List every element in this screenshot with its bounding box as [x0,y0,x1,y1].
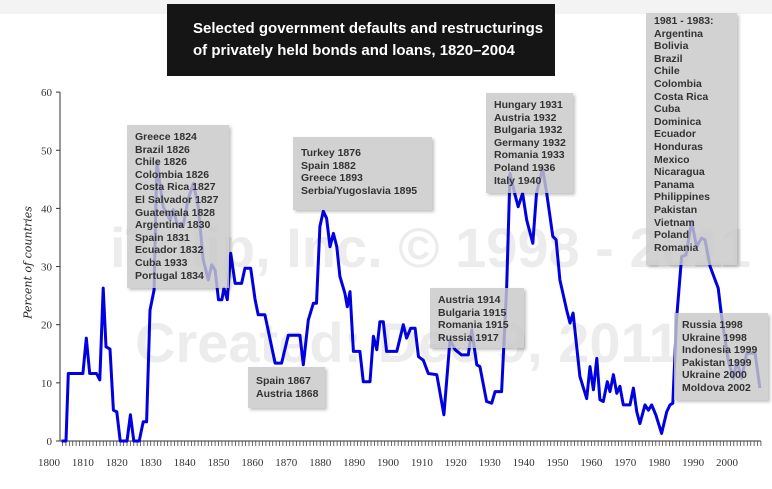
annotation-line: Chile [654,65,680,78]
annotation-line: Bolivia [654,40,689,53]
annotation-line: Mexico [654,153,690,166]
annotation-line: Greece 1893 [301,172,363,185]
annotation-line: Romania 1933 [494,149,565,162]
axes: 0 10 20 30 40 50 60 1800 1810 1820 1830 1840 1850 186… [38,87,762,469]
annotation-box-1930s: Hungary 1931 Austria 1932 Bulgaria 1932 Ger… [486,93,573,193]
annotation-line: Portugal 1834 [135,269,204,282]
annotation-line: Italy 1940 [494,174,542,187]
annotation-line: Austria 1868 [256,387,319,400]
annotation-box-1990s: Russia 1998 Ukraine 1998 Indonesia 1999 Pak… [674,313,768,400]
annotation-line: Chile 1826 [135,156,187,169]
annotation-line: Poland 1936 [494,161,556,174]
annotation-line: Brazil [654,52,683,65]
annotation-box-1910s: Austria 1914 Bulgaria 1915 Romania 1915 Rus… [430,288,524,348]
annotation-line: Honduras [654,140,704,153]
x-tick-label: 1930 [479,457,502,469]
y-tick-label: 20 [41,320,53,332]
y-tick-label: 40 [41,203,53,215]
annotation-box-1820s: Greece 1824 Brazil 1826 Chile 1826 Colombia… [127,125,229,288]
x-tick-label: 1830 [140,457,163,469]
x-tick-label: 1800 [38,457,61,469]
annotation-line: Philippines [654,191,711,204]
x-tick-label: 1870 [275,457,298,469]
annotation-line: Ecuador 1832 [135,244,204,257]
x-tick-label: 1980 [648,457,671,469]
x-tick-label: 1940 [513,457,536,469]
x-tick-label: 2000 [716,457,739,469]
annotation-line: Colombia [654,77,702,90]
x-tick-label: 1890 [343,457,366,469]
annotation-line: Pakistan 1999 [682,356,752,369]
annotation-line: Romania [654,241,699,254]
annotation-line: 1981 - 1983: [654,15,714,27]
x-tick-label: 1860 [241,457,264,469]
annotation-line: Vietnam [654,216,695,229]
annotation-line: Moldova 2002 [682,381,751,394]
x-tick-label: 1910 [411,457,434,469]
annotation-box-1860s: Spain 1867 Austria 1868 [248,367,325,408]
annotation-line: Indonesia 1999 [682,344,758,357]
annotation-line: Bulgaria 1932 [494,124,563,137]
annotation-line: Spain 1867 [256,375,311,387]
annotation-line: Brazil 1826 [135,143,190,156]
x-tick-label: 1990 [682,457,705,469]
annotation-line: Argentina 1830 [135,219,211,232]
annotation-line: Pakistan [654,203,698,216]
annotation-line: Romania 1915 [438,319,509,332]
annotation-line: Nicaragua [654,166,705,179]
annotation-line: Ukraine 1998 [682,331,747,344]
title-line-1: Selected government defaults and restruc… [193,20,544,37]
x-tick-label: 1900 [377,457,400,469]
annotation-line: Greece 1824 [135,131,197,143]
annotation-line: Cuba [654,103,681,116]
annotation-line: Serbia/Yugoslavia 1895 [301,184,418,197]
annotation-line: Cuba 1933 [135,256,188,269]
annotation-line: Germany 1932 [494,136,566,149]
y-tick-label: 0 [47,436,53,448]
x-tick-label: 1840 [174,457,197,469]
annotation-line: Hungary 1931 [494,99,563,111]
annotation-box-1870s: Turkey 1876 Spain 1882 Greece 1893 Serbia/Y… [293,137,432,210]
chart-title: Selected government defaults and restruc… [167,4,555,76]
annotation-line: Guatemala 1828 [135,206,215,219]
x-tick-label: 1920 [445,457,468,469]
x-tick-label: 1810 [72,457,95,469]
annotation-box-1980s: 1981 - 1983: Argentina Bolivia Brazil Chile C… [646,13,737,265]
x-tick-label: 1970 [614,457,637,469]
annotation-line: Austria 1914 [438,294,501,306]
y-tick-label: 10 [41,378,53,390]
annotation-line: Panama [654,178,695,191]
annotation-line: Turkey 1876 [301,147,361,159]
annotation-line: Costa Rica [654,90,709,103]
x-tick-label: 1950 [547,457,570,469]
y-tick-label: 60 [41,87,53,99]
annotation-line: Spain 1882 [301,159,356,172]
annotation-line: Poland [654,229,690,242]
x-tick-label: 1960 [580,457,603,469]
title-line-2: of privately held bonds and loans, 1820–… [193,42,515,59]
y-axis-label: Percent of countries [21,206,35,319]
y-tick-label: 30 [41,262,53,274]
x-tick-label: 1820 [106,457,129,469]
annotation-line: Ukraine 2000 [682,369,747,382]
annotation-line: El Salvador 1827 [135,193,219,206]
annotation-line: Bulgaria 1915 [438,306,507,319]
annotation-line: Costa Rica 1827 [135,181,216,194]
x-tick-label: 1850 [208,457,231,469]
annotation-line: Russia 1917 [438,331,499,344]
x-tick-label: 1880 [309,457,332,469]
annotation-line: Argentina [654,27,704,40]
annotation-line: Austria 1932 [494,111,557,124]
annotation-line: Colombia 1826 [135,168,210,181]
annotation-line: Ecuador [654,128,697,141]
annotation-line: Russia 1998 [682,319,743,331]
annotation-line: Dominica [654,115,702,128]
y-tick-label: 50 [41,145,53,157]
annotation-line: Spain 1831 [135,231,190,244]
